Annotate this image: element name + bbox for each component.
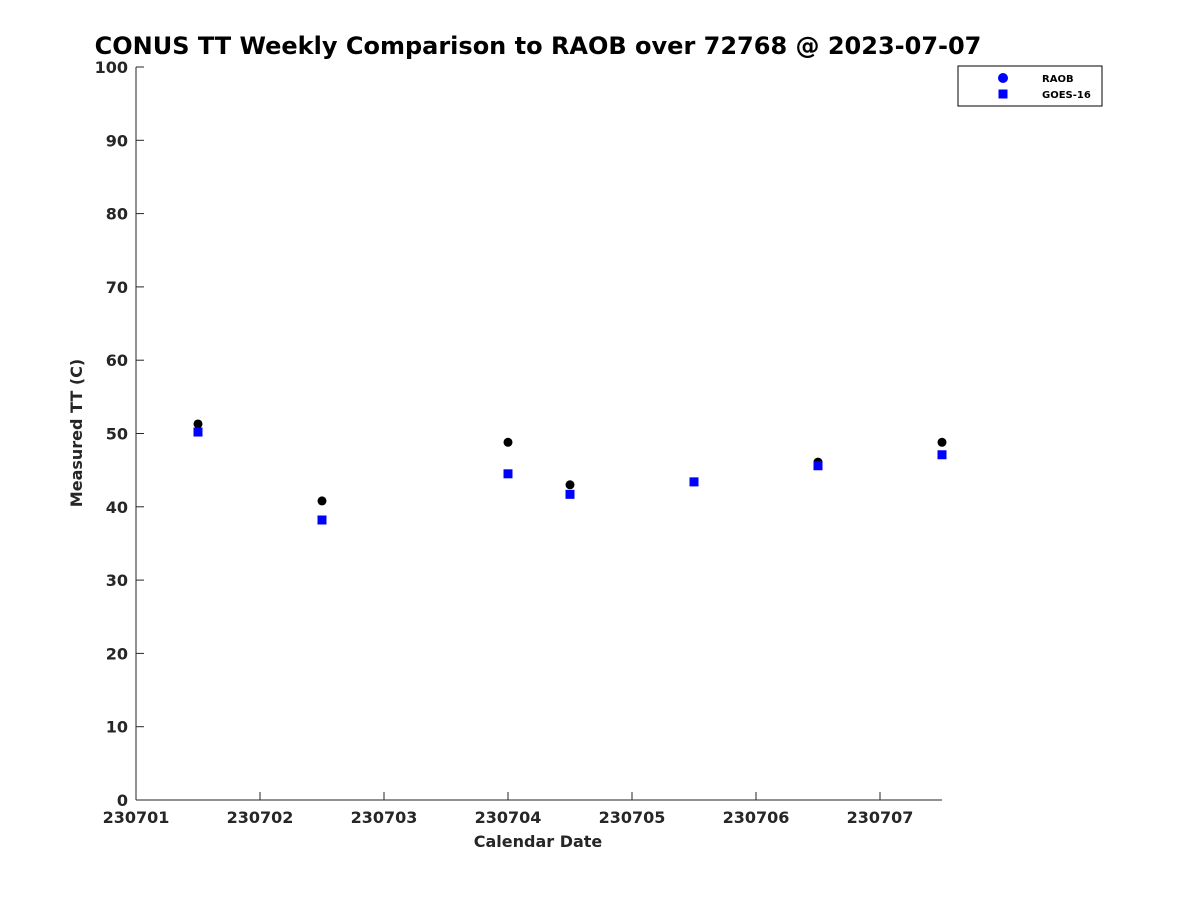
y-tick-label: 30 [106,571,128,590]
x-axis-label: Calendar Date [474,832,603,851]
x-tick-label: 230703 [351,808,418,827]
legend: RAOB GOES-16 [957,65,1103,107]
legend-marker-goes-16 [998,89,1008,99]
y-tick-label: 70 [106,278,128,297]
raob-point [193,419,203,429]
raob-point [937,437,947,447]
y-tick-label: 40 [106,498,128,517]
x-tick-label: 230707 [847,808,914,827]
y-tick-label: 100 [95,58,128,77]
x-tick-label: 230702 [227,808,294,827]
y-tick-label: 90 [106,131,128,150]
series-goes-16 [193,427,947,525]
goes-16-point [317,515,327,525]
y-tick-label: 50 [106,425,128,444]
x-tick-label: 230701 [103,808,170,827]
x-tick-label: 230704 [475,808,542,827]
y-tick-label: 60 [106,351,128,370]
chart-title: CONUS TT Weekly Comparison to RAOB over … [95,32,982,60]
x-tick-label: 230705 [599,808,666,827]
data-series [193,419,947,525]
raob-point [317,496,327,506]
y-tick-label: 0 [117,791,128,810]
y-tick-label: 80 [106,205,128,224]
goes-16-point [503,469,513,479]
legend-marker-raob [998,73,1008,83]
plot-axes: 0 10 20 30 40 50 60 70 80 90 100 230701 230702 230703… [95,58,942,827]
legend-label: RAOB [1042,74,1074,85]
goes-16-point [937,450,947,460]
y-tick-label: 10 [106,718,128,737]
raob-point [565,480,575,490]
legend-box [957,65,1103,107]
y-tick-label: 20 [106,644,128,663]
goes-16-point [565,489,575,499]
raob-point [503,437,513,447]
x-tick-label: 230706 [723,808,790,827]
legend-label: GOES-16 [1042,90,1091,101]
goes-16-point [689,477,699,487]
y-axis-label: Measured TT (C) [67,359,86,507]
goes-16-point [193,427,203,437]
goes-16-point [813,461,823,471]
